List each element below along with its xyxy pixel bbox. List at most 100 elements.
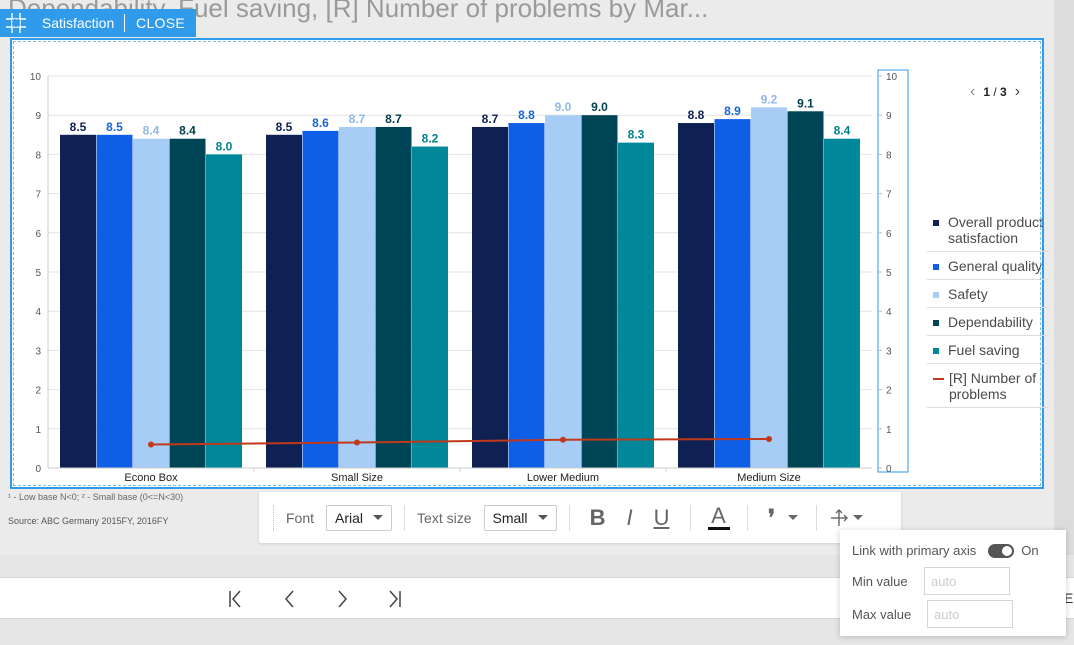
- legend-swatch: [933, 292, 939, 298]
- bar: [545, 115, 581, 468]
- bar: [714, 119, 751, 469]
- quote-icon[interactable]: ❜: [767, 504, 776, 530]
- y-tick-label: 4: [35, 307, 41, 318]
- bar: [375, 126, 412, 469]
- link-primary-axis-label: Link with primary axis: [852, 543, 977, 558]
- underline-button[interactable]: U: [653, 504, 670, 530]
- pager-separator: /: [993, 85, 997, 99]
- bar: [581, 115, 618, 468]
- axis-settings-popup: Link with primary axis On Min value Max …: [840, 530, 1066, 636]
- selection-toolbar: Satisfaction CLOSE: [0, 9, 196, 37]
- text-size-select[interactable]: Small: [483, 504, 557, 531]
- legend-swatch: [933, 320, 939, 326]
- x-tick-label: Small Size: [331, 472, 383, 484]
- bar: [96, 134, 133, 469]
- next-page-icon[interactable]: [332, 589, 352, 609]
- pager-next-icon[interactable]: ›: [1014, 83, 1021, 100]
- font-color-button[interactable]: A: [707, 505, 730, 530]
- toolbar-divider: [404, 504, 406, 531]
- data-label: 8.9: [724, 104, 741, 118]
- y-tick-label: 1: [35, 425, 41, 436]
- y-tick-label: 6: [35, 229, 41, 240]
- selection-frame-icon[interactable]: [0, 9, 32, 37]
- y-tick-label: 3: [35, 346, 41, 357]
- toolbar-divider: [568, 504, 570, 531]
- pager-current: 1: [983, 85, 991, 99]
- chevron-down-icon: [537, 515, 548, 520]
- toolbar-divider: [815, 504, 817, 531]
- line-point: [560, 436, 566, 443]
- chevron-down-icon[interactable]: [852, 515, 863, 520]
- legend-divider: [927, 363, 1049, 364]
- axis-move-icon[interactable]: [829, 508, 849, 528]
- italic-button[interactable]: I: [626, 504, 633, 530]
- y-tick-label: 10: [30, 72, 42, 83]
- y2-tick-label: 8: [886, 150, 892, 161]
- legend-item[interactable]: [R] Number of problems: [927, 370, 1049, 402]
- previous-page-icon[interactable]: [280, 589, 300, 609]
- link-primary-axis-toggle[interactable]: [988, 543, 1015, 558]
- link-primary-axis-state: On: [1021, 543, 1039, 558]
- drag-handle[interactable]: [273, 504, 274, 531]
- legend-item[interactable]: Safety: [927, 286, 1049, 302]
- bar: [472, 126, 508, 469]
- data-label: 8.7: [349, 112, 366, 126]
- legend-swatch: [933, 264, 939, 270]
- legend-label: Dependability: [948, 314, 1033, 330]
- legend-label: Safety: [948, 286, 988, 302]
- legend-item[interactable]: Dependability: [927, 314, 1049, 330]
- y2-tick-label: 0: [886, 464, 892, 475]
- y2-tick-label: 4: [886, 307, 892, 318]
- line-point: [766, 435, 772, 442]
- data-label: 9.2: [761, 92, 778, 106]
- chevron-down-icon[interactable]: [787, 515, 798, 520]
- legend-swatch: [933, 378, 944, 380]
- legend-label: Overall product satisfaction: [948, 214, 1043, 246]
- legend-item[interactable]: Overall product satisfaction: [927, 214, 1049, 246]
- bold-button[interactable]: B: [589, 504, 606, 530]
- legend-item[interactable]: General quality: [927, 258, 1049, 274]
- legend-swatch: [933, 220, 939, 226]
- font-value: Arial: [335, 509, 364, 526]
- text-size-label: Text size: [417, 509, 472, 526]
- bar: [787, 111, 824, 468]
- legend-divider: [927, 279, 1049, 280]
- data-label: 8.8: [688, 108, 705, 122]
- y-tick-label: 2: [35, 386, 41, 397]
- x-tick-label: Medium Size: [737, 472, 801, 484]
- y2-tick-label: 3: [886, 346, 892, 357]
- bar: [824, 138, 860, 468]
- font-select[interactable]: Arial: [326, 504, 393, 531]
- secondary-axis-selection: [877, 69, 909, 473]
- bar: [618, 142, 654, 468]
- data-label: 8.2: [422, 132, 439, 146]
- data-label: 8.7: [482, 112, 499, 126]
- y2-tick-label: 2: [886, 386, 892, 397]
- legend-label: General quality: [948, 258, 1043, 274]
- max-value-input[interactable]: [927, 600, 1013, 628]
- bar: [412, 146, 448, 468]
- y-tick-label: 9: [35, 111, 41, 122]
- line-point: [354, 439, 360, 446]
- pager-prev-icon[interactable]: ‹: [970, 83, 976, 100]
- bar: [169, 138, 206, 468]
- min-value-label: Min value: [852, 573, 908, 589]
- y2-tick-label: 5: [886, 268, 892, 279]
- y2-tick-label: 9: [886, 111, 892, 122]
- close-button[interactable]: CLOSE: [136, 15, 185, 31]
- data-label: 8.5: [276, 120, 293, 134]
- min-value-input[interactable]: [924, 567, 1010, 595]
- data-label: 8.4: [143, 124, 160, 138]
- last-page-icon[interactable]: [384, 589, 404, 609]
- data-label: 9.1: [797, 96, 814, 110]
- legend-item[interactable]: Fuel saving: [927, 342, 1049, 358]
- data-label: 9.0: [591, 100, 608, 114]
- bar: [751, 107, 787, 469]
- bottom-trailing-text: E: [1064, 590, 1074, 606]
- bar: [266, 134, 302, 469]
- chart-container[interactable]: 0 1 2 3 4 5 6 7 8 9 10 0 1 2 3 4 5 6 7 8 9 10 8.5 8.5 8.4 8.4 8.0 E…: [10, 38, 1049, 489]
- legend-divider: [927, 407, 1049, 408]
- first-page-icon[interactable]: [226, 589, 246, 609]
- chevron-down-icon: [373, 515, 384, 520]
- bar: [302, 130, 339, 468]
